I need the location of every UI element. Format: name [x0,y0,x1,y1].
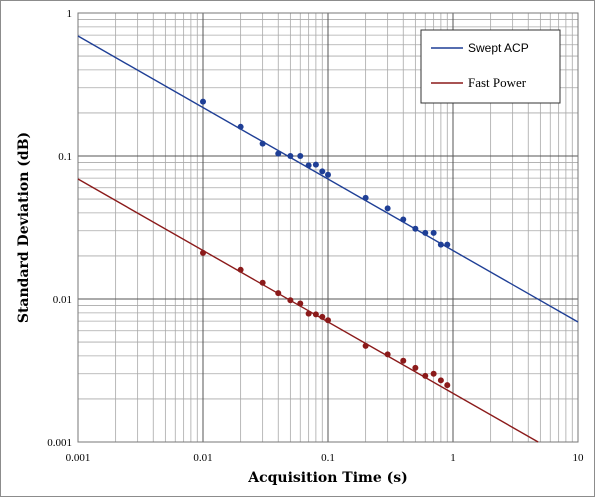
point-swept-acp [297,153,304,159]
point-fast-power [422,372,429,379]
point-fast-power [312,311,319,318]
point-swept-acp [325,171,331,178]
point-fast-power [259,279,266,286]
point-fast-power [319,313,326,320]
trendline-swept-acp [77,35,579,323]
point-fast-power [237,266,244,273]
point-fast-power [400,357,407,364]
point-swept-acp [444,241,451,248]
point-swept-acp [305,162,312,169]
point-swept-acp [384,205,391,212]
x-tick-label: 0.001 [66,452,91,464]
plot-area-border [77,12,579,443]
point-swept-acp [362,194,369,201]
point-fast-power [297,300,304,307]
point-swept-acp [437,241,444,248]
point-fast-power [362,342,369,349]
legend-box [420,29,561,104]
x-tick-label: 10 [573,452,585,464]
point-fast-power [430,370,437,377]
trendlines [77,35,579,443]
point-fast-power [384,351,391,358]
point-fast-power [444,382,451,389]
x-tick-label: 0.01 [193,452,212,464]
y-tick-label: 0.001 [47,437,72,449]
legend: Swept ACP Fast Power [420,29,561,104]
legend-label-swept-acp: Swept ACP [468,41,529,55]
point-fast-power [412,364,419,371]
y-tick-label: 0.1 [58,151,72,163]
point-swept-acp [412,225,419,232]
x-tick-labels: 0.001 0.01 0.1 1 10 [66,452,584,464]
data-points [200,98,451,389]
y-axis-title: Standard Deviation (dB) [16,132,32,323]
point-fast-power [437,377,444,384]
x-axis-title: Acquisition Time (s) [247,470,408,486]
point-fast-power [325,317,331,324]
point-swept-acp [400,216,407,223]
point-swept-acp [319,168,326,175]
point-fast-power [275,290,282,297]
grid-minor [78,13,578,442]
x-tick-label: 0.1 [321,452,335,464]
point-fast-power [305,310,312,317]
y-tick-labels: 0.001 0.01 0.1 1 [47,8,72,449]
point-swept-acp [312,161,319,168]
legend-label-fast-power: Fast Power [468,75,527,90]
trendline-fast-power [77,178,539,443]
point-fast-power [287,297,294,304]
y-tick-label: 1 [67,8,73,20]
point-swept-acp [259,140,266,147]
point-swept-acp [200,98,206,105]
point-swept-acp [430,229,437,236]
point-fast-power [200,249,206,256]
point-swept-acp [287,153,294,159]
x-tick-label: 1 [450,452,456,464]
y-tick-label: 0.01 [53,294,72,306]
point-swept-acp [275,150,282,157]
point-swept-acp [237,123,244,130]
point-swept-acp [422,229,429,236]
